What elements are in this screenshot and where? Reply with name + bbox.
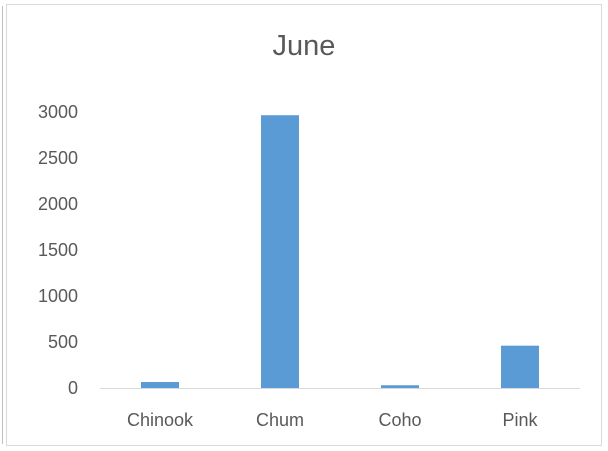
y-tick-label: 500: [48, 332, 78, 352]
x-tick-label: Pink: [502, 410, 538, 430]
chart-title: June: [272, 30, 336, 62]
x-tick-label: Chum: [256, 410, 304, 430]
x-tick-label: Coho: [378, 410, 421, 430]
bars: [141, 115, 539, 388]
x-tick-label: Chinook: [127, 410, 194, 430]
y-tick-label: 2500: [38, 148, 78, 168]
bar-pink: [501, 345, 539, 388]
y-tick-label: 2000: [38, 194, 78, 214]
y-tick-label: 1500: [38, 240, 78, 260]
bar-chum: [261, 115, 299, 388]
y-tick-label: 1000: [38, 286, 78, 306]
left-edge-line: [2, 6, 3, 444]
bar-coho: [381, 385, 419, 388]
x-axis-ticks: Chinook Chum Coho Pink: [127, 410, 539, 430]
y-axis-ticks: 0 500 1000 1500 2000 2500 3000: [38, 102, 78, 398]
y-tick-label: 0: [68, 378, 78, 398]
bar-chinook: [141, 382, 179, 388]
y-tick-label: 3000: [38, 102, 78, 122]
